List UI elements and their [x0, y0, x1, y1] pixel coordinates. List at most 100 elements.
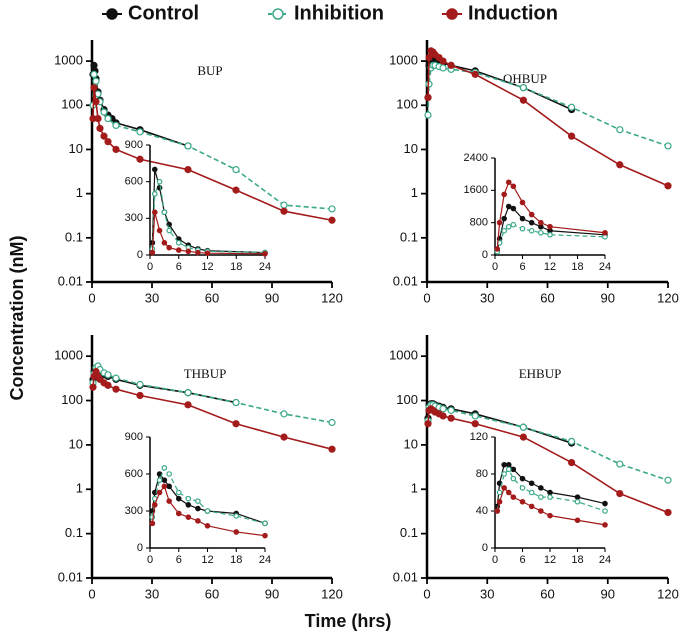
data-point: [574, 517, 581, 524]
data-point: [519, 475, 526, 482]
x-tick-label: 90: [265, 586, 279, 601]
y-tick-label: 1: [76, 185, 83, 200]
data-point: [262, 250, 268, 257]
data-point: [112, 385, 120, 393]
data-point: [538, 485, 544, 491]
data-point: [547, 489, 553, 496]
x-tick-label: 12: [544, 261, 556, 273]
x-tick-label: 18: [230, 261, 242, 273]
x-tick-label: 18: [230, 554, 242, 566]
data-point: [494, 246, 501, 252]
panel-title: THBUP: [184, 366, 227, 381]
data-point: [602, 229, 608, 236]
x-tick-label: 24: [259, 261, 271, 273]
y-tick-label: 600: [125, 176, 143, 188]
x-tick-label: 30: [145, 290, 159, 305]
y-tick-label: 40: [476, 505, 488, 517]
data-point: [664, 476, 672, 484]
data-point: [149, 249, 156, 256]
data-point: [104, 381, 112, 389]
data-point: [547, 231, 553, 238]
data-point: [567, 458, 576, 467]
x-tick-label: 30: [480, 586, 494, 601]
data-point: [232, 165, 240, 174]
legend-marker: [446, 8, 458, 20]
data-point: [280, 207, 288, 215]
data-point: [501, 191, 507, 198]
data-point: [494, 508, 501, 514]
data-point: [471, 70, 479, 78]
y-tick-label: 600: [125, 468, 143, 480]
x-tick-label: 120: [321, 586, 343, 601]
data-point: [156, 477, 163, 483]
y-tick-label: 300: [125, 505, 143, 517]
data-point: [519, 423, 528, 431]
y-tick-label: 0.01: [58, 569, 83, 584]
y-tick-label: 0: [137, 542, 143, 554]
data-point: [616, 126, 624, 134]
y-tick-label: 100: [61, 392, 83, 407]
data-point: [501, 471, 507, 477]
series-line: [151, 179, 266, 254]
data-point: [439, 57, 447, 65]
data-point: [424, 93, 432, 102]
data-point: [616, 161, 624, 169]
data-point: [496, 489, 503, 496]
x-axis-label: Time (hrs): [305, 611, 392, 631]
data-point: [136, 155, 144, 163]
y-tick-label: 2400: [464, 152, 488, 164]
data-point: [92, 77, 100, 85]
y-tick-label: 1600: [464, 184, 488, 196]
data-point: [328, 418, 336, 427]
y-tick-label: 0.1: [65, 525, 83, 540]
x-tick-label: 0: [147, 554, 153, 566]
data-point: [100, 108, 108, 116]
data-point: [528, 480, 535, 487]
x-tick-label: 90: [601, 586, 615, 601]
y-tick-label: 1000: [389, 348, 418, 363]
series-line: [151, 212, 266, 255]
data-point: [156, 489, 163, 496]
data-point: [184, 389, 192, 397]
data-point: [136, 128, 144, 136]
data-point: [447, 61, 455, 69]
data-point: [175, 510, 182, 517]
data-point: [161, 483, 168, 490]
data-point: [328, 205, 336, 213]
y-tick-label: 10: [69, 141, 83, 156]
data-point: [232, 420, 240, 428]
x-tick-label: 30: [145, 586, 159, 601]
x-tick-label: 60: [205, 290, 219, 305]
series-line: [427, 64, 669, 147]
x-tick-label: 12: [201, 554, 213, 566]
data-point: [616, 460, 624, 468]
data-point: [262, 532, 268, 539]
data-point: [501, 461, 507, 468]
data-point: [505, 203, 512, 210]
x-tick-label: 0: [423, 586, 430, 601]
data-point: [519, 96, 528, 104]
legend-label: Induction: [468, 2, 558, 24]
y-tick-label: 1000: [389, 53, 418, 68]
data-point: [528, 489, 535, 496]
x-tick-label: 120: [321, 290, 343, 305]
data-point: [161, 209, 168, 216]
data-point: [90, 70, 98, 78]
data-point: [195, 518, 201, 524]
data-point: [602, 508, 608, 514]
legend-label: Control: [128, 2, 199, 24]
data-point: [439, 412, 447, 420]
series-line: [496, 205, 606, 252]
x-tick-label: 60: [540, 290, 554, 305]
x-tick-label: 0: [423, 290, 430, 305]
y-tick-label: 10: [69, 436, 83, 451]
data-point: [262, 520, 268, 527]
data-point: [510, 494, 517, 500]
data-point: [166, 244, 172, 251]
data-point: [505, 466, 512, 473]
data-point: [528, 219, 535, 226]
y-tick-label: 800: [470, 217, 488, 229]
data-point: [151, 502, 158, 508]
data-point: [94, 114, 102, 123]
y-tick-label: 100: [396, 97, 418, 112]
